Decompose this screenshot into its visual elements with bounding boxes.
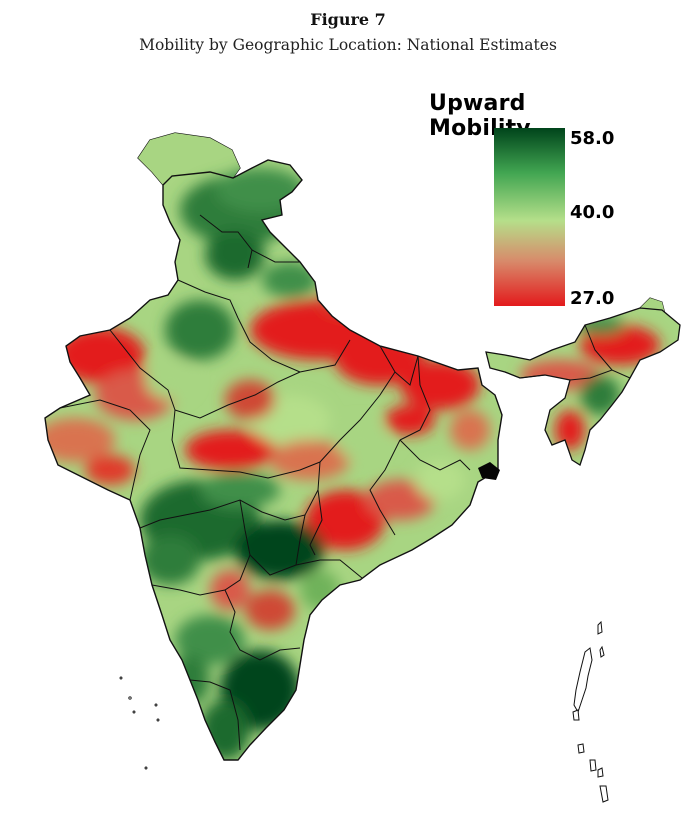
legend-color-bar (494, 128, 565, 306)
andaman-nicobar-islands (572, 620, 609, 803)
lakshadweep-islands (119, 676, 160, 770)
figure-title: Mobility by Geographic Location: Nationa… (139, 36, 557, 54)
legend-tick-min: 27.0 (570, 288, 615, 309)
figure-label: Figure 7 (310, 10, 386, 29)
kolkata-region (478, 462, 500, 480)
state-borders (59, 214, 631, 751)
legend-tick-mid: 40.0 (570, 202, 615, 223)
legend-tick-max: 58.0 (570, 128, 615, 149)
